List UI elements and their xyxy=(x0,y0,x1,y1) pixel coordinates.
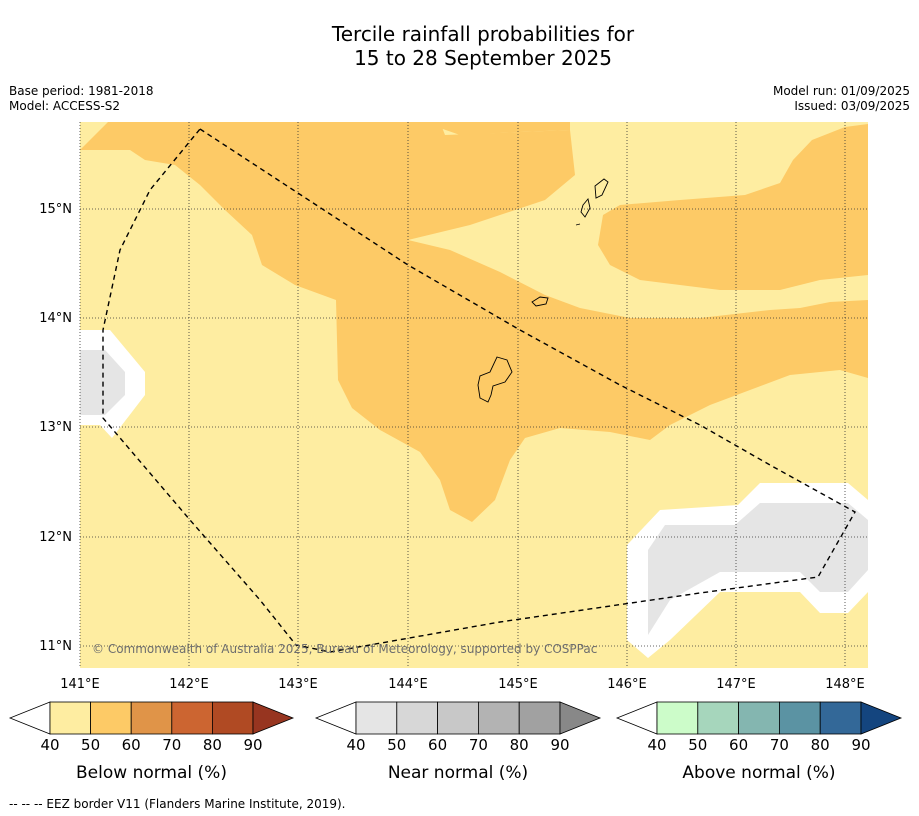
colorbar-near-tick-label: 50 xyxy=(387,736,406,754)
lat-label-13n: 13°N xyxy=(39,420,72,435)
colorbar-above-tick-label: 60 xyxy=(729,736,748,754)
colorbar-near-low-extend xyxy=(314,701,357,735)
region-below-50-60-upper-right xyxy=(598,124,868,290)
colorbar-above-high-extend xyxy=(860,701,903,735)
lon-label-143e: 143°E xyxy=(278,677,318,692)
colorbar-above-tick-label: 70 xyxy=(770,736,789,754)
colorbar-near-tick-label: 40 xyxy=(346,736,365,754)
colorbar-above-tick-label: 90 xyxy=(851,736,870,754)
lat-label-12n: 12°N xyxy=(39,530,72,545)
probability-field xyxy=(80,122,868,668)
colorbar-above-segment xyxy=(656,701,699,735)
colorbar-near: 40 50 60 70 80 90 Near normal (%) xyxy=(314,701,602,783)
lon-label-142e: 142°E xyxy=(169,677,209,692)
colorbar-below-segment xyxy=(90,701,132,735)
base-period: Base period: 1981-2018 xyxy=(9,84,154,98)
colorbar-near-tick-label: 60 xyxy=(428,736,447,754)
meta-right: Model run: 01/09/2025 Issued: 03/09/2025 xyxy=(773,84,910,114)
colorbar-near-segment xyxy=(396,701,438,735)
lon-label-148e: 148°E xyxy=(825,677,865,692)
lat-label-11n: 11°N xyxy=(39,639,72,654)
model-run: Model run: 01/09/2025 xyxy=(772,84,910,98)
colorbar-below-tick-label: 70 xyxy=(162,736,181,754)
colorbar-above-tick-label: 40 xyxy=(647,736,666,754)
map-title: Tercile rainfall probabilities for 15 to… xyxy=(0,22,919,70)
region-below-50-60-main xyxy=(80,122,868,522)
colorbar-near-segment xyxy=(437,701,479,735)
colorbar-above-segment xyxy=(779,701,821,735)
colorbar-near-tick-label: 80 xyxy=(510,736,529,754)
eez-border xyxy=(102,128,856,653)
colorbar-below-tick-label: 80 xyxy=(203,736,222,754)
latitude-labels: 15°N 14°N 13°N 12°N 11°N xyxy=(39,202,72,654)
colorbar-below-segment xyxy=(171,701,213,735)
model-name: Model: ACCESS-S2 xyxy=(9,99,121,113)
lon-label-147e: 147°E xyxy=(716,677,756,692)
colorbar-below-segment xyxy=(211,701,254,735)
island-aguijan xyxy=(575,223,581,226)
colorbar-above-tick-label: 80 xyxy=(811,736,830,754)
colorbar-above-title: Above normal (%) xyxy=(682,763,835,783)
colorbar-above-segment xyxy=(819,701,862,735)
colorbar-below-tick-label: 60 xyxy=(122,736,141,754)
lon-label-141e: 141°E xyxy=(60,677,100,692)
colorbar-above: 40 50 60 70 80 90 Above normal (%) xyxy=(615,701,903,783)
island-tinian xyxy=(580,198,591,218)
island-rota xyxy=(531,296,549,307)
title-line-1: Tercile rainfall probabilities for xyxy=(331,22,635,46)
footer-eez-note: -- -- -- EEZ border V11 (Flanders Marine… xyxy=(9,797,346,811)
islands xyxy=(477,178,609,403)
colorbar-near-title: Near normal (%) xyxy=(388,763,528,783)
colorbar-below-title: Below normal (%) xyxy=(76,763,227,783)
colorbar-near-tick-label: 70 xyxy=(469,736,488,754)
colorbar-below-segment xyxy=(49,701,91,735)
colorbar-below-segment xyxy=(130,701,173,735)
lat-label-15n: 15°N xyxy=(39,202,72,217)
colorbar-below-high-extend xyxy=(252,701,295,735)
colorbar-near-tick-label: 90 xyxy=(550,736,569,754)
lon-label-144e: 144°E xyxy=(388,677,428,692)
colorbar-above-low-extend xyxy=(615,701,658,735)
island-guam xyxy=(477,356,513,403)
colorbar-below-tick-label: 90 xyxy=(243,736,262,754)
colorbar-above-tick-label: 50 xyxy=(688,736,707,754)
colorbar-near-segment xyxy=(518,701,561,735)
meta-left: Base period: 1981-2018 Model: ACCESS-S2 xyxy=(9,84,154,114)
gridlines xyxy=(79,122,868,668)
lon-label-145e: 145°E xyxy=(498,677,538,692)
lon-label-146e: 146°E xyxy=(607,677,647,692)
colorbar-above-segment xyxy=(738,701,780,735)
colorbar-near-segment xyxy=(355,701,398,735)
colorbar-near-high-extend xyxy=(559,701,602,735)
colorbar-below-tick-label: 40 xyxy=(40,736,59,754)
issued-date: Issued: 03/09/2025 xyxy=(794,99,910,113)
colorbar-below-tick-label: 50 xyxy=(81,736,100,754)
copyright-text: © Commonwealth of Australia 2025, Bureau… xyxy=(92,642,597,656)
colorbar-below-low-extend xyxy=(8,701,51,735)
colorbar-near-segment xyxy=(477,701,520,735)
region-below-50-60-top xyxy=(440,122,570,135)
region-near-40-50-lower-right xyxy=(648,503,868,635)
colorbar-below: 40 50 60 70 80 90 Below normal (%) xyxy=(8,701,295,783)
title-line-2: 15 to 28 September 2025 xyxy=(354,46,612,70)
colorbars: 40 50 60 70 80 90 Below normal (%) 40 50 60 70 80 90… xyxy=(8,701,903,783)
longitude-labels: 141°E 142°E 143°E 144°E 145°E 146°E 147°… xyxy=(60,677,865,692)
colorbar-above-segment xyxy=(697,701,739,735)
lat-label-14n: 14°N xyxy=(39,311,72,326)
island-saipan xyxy=(594,178,609,199)
